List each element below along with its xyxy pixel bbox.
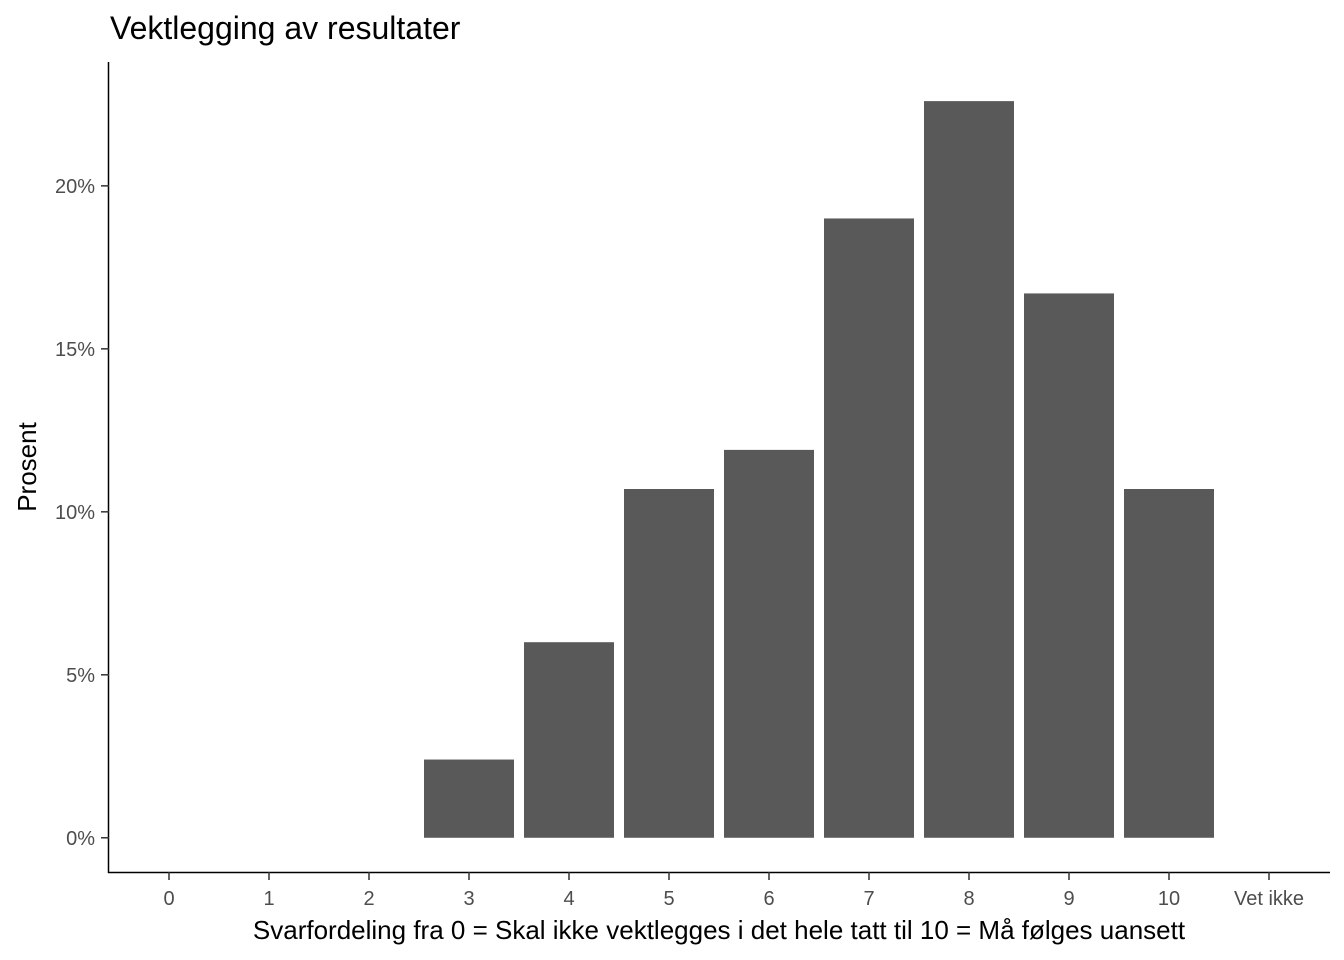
x-tick-label: 8 (963, 888, 974, 910)
y-axis-ticks: 0% 5% 10% 15% 20% (55, 176, 109, 850)
x-tick-label: 3 (463, 888, 474, 910)
y-axis-title: Prosent (12, 421, 42, 511)
bar-4 (524, 642, 614, 838)
x-axis-ticks: 0 1 2 3 4 5 6 7 8 9 10 Vet ikke (163, 872, 1304, 910)
x-tick-label: 0 (163, 888, 174, 910)
x-tick-label: 10 (1158, 888, 1180, 910)
chart-title: Vektlegging av resultater (110, 10, 461, 46)
bar-9 (1024, 293, 1114, 838)
x-axis-title: Svarfordeling fra 0 = Skal ikke vektlegg… (253, 915, 1186, 945)
x-tick-label: 2 (363, 888, 374, 910)
y-tick-label: 15% (55, 339, 95, 361)
bar-10 (1124, 489, 1214, 838)
x-tick-label: 6 (763, 888, 774, 910)
bar-5 (624, 489, 714, 838)
x-tick-label: 7 (863, 888, 874, 910)
bar-8 (924, 101, 1014, 838)
y-tick-label: 0% (66, 828, 95, 850)
bar-7 (824, 218, 914, 838)
y-tick-label: 5% (66, 665, 95, 687)
bars-group (424, 101, 1214, 838)
x-tick-label: 1 (263, 888, 274, 910)
bar-3 (424, 759, 514, 838)
x-tick-label: Vet ikke (1234, 888, 1304, 910)
y-tick-label: 20% (55, 176, 95, 198)
x-tick-label: 9 (1063, 888, 1074, 910)
x-tick-label: 5 (663, 888, 674, 910)
bar-6 (724, 449, 814, 838)
y-tick-label: 10% (55, 502, 95, 524)
x-tick-label: 4 (563, 888, 574, 910)
